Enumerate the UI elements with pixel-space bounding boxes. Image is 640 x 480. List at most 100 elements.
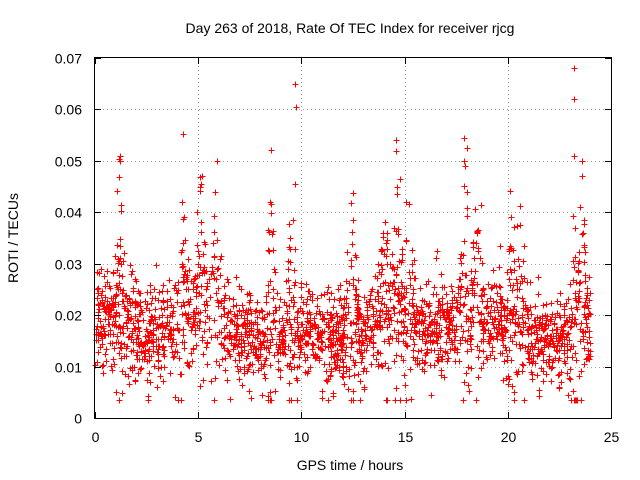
data-point [444, 330, 451, 337]
data-point [316, 357, 323, 364]
data-point [160, 378, 167, 385]
data-point [286, 221, 293, 228]
data-point [494, 304, 501, 311]
data-point [204, 302, 211, 309]
data-point [293, 104, 300, 111]
data-point [268, 147, 275, 154]
data-point [577, 338, 584, 345]
data-point [218, 313, 225, 320]
data-point [267, 278, 274, 285]
data-point [408, 396, 415, 403]
data-point [483, 354, 490, 361]
data-point [519, 361, 526, 368]
data-point [484, 319, 491, 326]
data-point [247, 297, 254, 304]
data-point [540, 302, 547, 309]
data-point [94, 295, 101, 302]
data-point [99, 288, 106, 295]
data-point [568, 305, 575, 312]
data-point [383, 397, 390, 404]
data-point [274, 290, 281, 297]
data-point [387, 296, 394, 303]
data-point [212, 375, 219, 382]
data-point [497, 284, 504, 291]
data-point [194, 209, 201, 216]
data-point [518, 273, 525, 280]
data-point [169, 339, 176, 346]
data-point [246, 362, 253, 369]
data-point [534, 372, 541, 379]
data-point [528, 311, 535, 318]
data-point [114, 242, 121, 249]
data-point [119, 390, 126, 397]
data-point [211, 317, 218, 324]
data-point [235, 341, 242, 348]
data-point [98, 266, 105, 273]
data-point [144, 377, 151, 384]
data-point [280, 337, 287, 344]
data-point [582, 278, 589, 285]
data-point [509, 316, 516, 323]
data-point [328, 366, 335, 373]
data-point [195, 248, 202, 255]
data-point [393, 137, 400, 144]
data-point [152, 306, 159, 313]
data-point [436, 298, 443, 305]
data-point [517, 222, 524, 229]
data-point [193, 342, 200, 349]
data-point [130, 339, 137, 346]
data-point [224, 377, 231, 384]
data-point [120, 330, 127, 337]
data-point [570, 388, 577, 395]
data-point [121, 341, 128, 348]
data-point [190, 280, 197, 287]
data-points-layer [92, 65, 594, 404]
data-point [102, 332, 109, 339]
data-point [153, 262, 160, 269]
data-point [270, 319, 277, 326]
data-point [538, 334, 545, 341]
data-point [586, 274, 593, 281]
data-point [173, 341, 180, 348]
data-point [477, 255, 484, 262]
data-point [362, 320, 369, 327]
data-point [491, 325, 498, 332]
data-point [361, 386, 368, 393]
data-point [433, 291, 440, 298]
data-point [254, 299, 261, 306]
data-point [455, 284, 462, 291]
data-point [101, 328, 108, 335]
data-point [183, 274, 190, 281]
data-point [452, 333, 459, 340]
data-point [349, 241, 356, 248]
data-point [147, 320, 154, 327]
data-point [497, 243, 504, 250]
data-point [410, 311, 417, 318]
data-point [456, 276, 463, 283]
data-point [379, 295, 386, 302]
data-point [328, 348, 335, 355]
data-point [576, 288, 583, 295]
data-point [318, 338, 325, 345]
data-point [393, 385, 400, 392]
data-point [294, 309, 301, 316]
data-point [474, 343, 481, 350]
data-point [249, 361, 256, 368]
data-point [493, 333, 500, 340]
data-point [354, 301, 361, 308]
data-point [167, 326, 174, 333]
data-point [364, 312, 371, 319]
data-point [116, 258, 123, 265]
data-point [535, 338, 542, 345]
data-point [373, 308, 380, 315]
data-point [104, 279, 111, 286]
data-point [351, 372, 358, 379]
data-point [542, 312, 549, 319]
data-point [528, 369, 535, 376]
data-point [412, 357, 419, 364]
data-point [464, 213, 471, 220]
data-point [239, 302, 246, 309]
data-point [444, 300, 451, 307]
data-point [402, 382, 409, 389]
data-point [419, 357, 426, 364]
